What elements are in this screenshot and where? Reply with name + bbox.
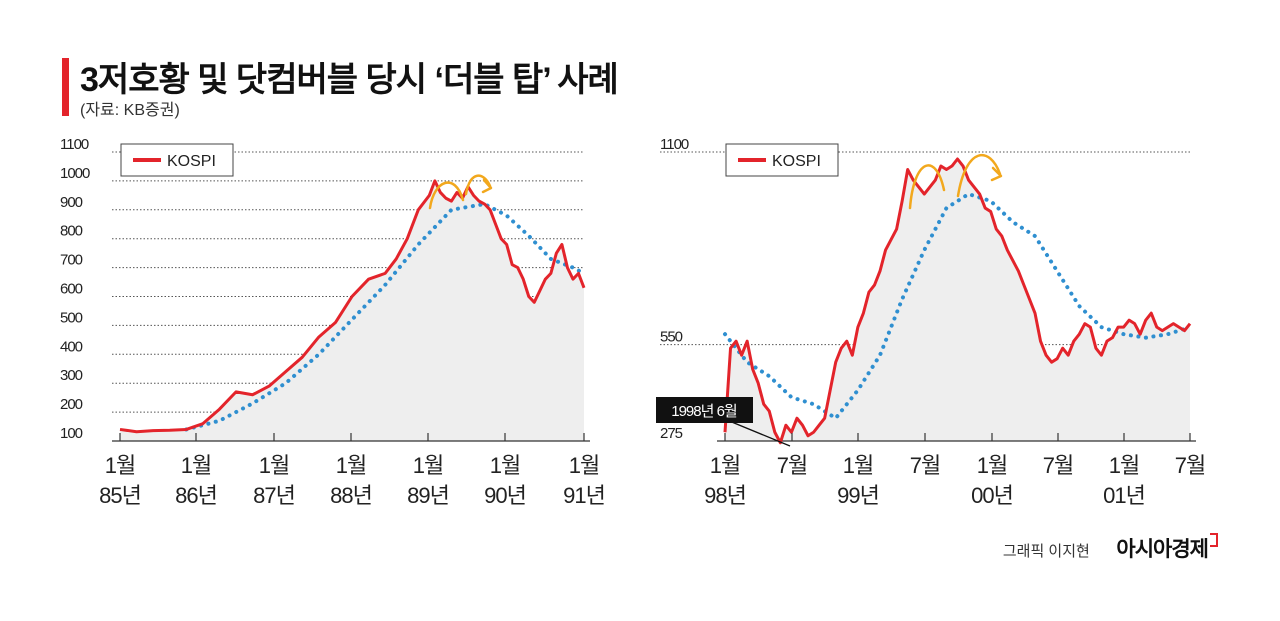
x-tick-year: 01년 [1103,483,1145,508]
x-tick-month: 1월 [977,453,1007,478]
y-tick-label: 900 [60,194,83,211]
x-tick-month: 1월 [1109,453,1139,478]
x-tick-month: 1월 [105,453,135,478]
series-area [120,180,584,441]
x-tick-month: 1월 [843,453,873,478]
chart-kospi-1985-1991: 100 200 300 400 500 600 700 800 900 1000 1100 1월 85년… [60,136,606,508]
source-note: (자료: KB증권) [80,102,180,119]
x-tick-month: 1월 [336,453,366,478]
y-tick-label: 550 [660,329,683,346]
chart-kospi-1998-2001: 275 550 1100 1월 98년 7월 1월 99년 7월 1월 00년 7월 1월 01년 7월 KO… [656,136,1206,508]
y-tick-label: 600 [60,281,83,298]
x-tick-month: 1월 [413,453,443,478]
credit-text: 그래픽 이지현 [1002,543,1090,560]
graphic-credit: 그래픽 이지현 [1003,540,1212,561]
x-tick-year: 89년 [407,483,449,508]
x-tick-month: 7월 [910,453,940,478]
x-tick-month: 1월 [181,453,211,478]
y-tick-label: 500 [60,309,83,326]
brand-mark-icon [1210,533,1218,547]
x-tick-year: 85년 [99,483,141,508]
y-tick-label: 275 [660,425,683,442]
double-top-arrow-icon [428,181,465,210]
x-tick-year: 90년 [484,483,526,508]
y-tick-label: 1000 [60,165,90,182]
arrow-head-icon [990,166,1003,182]
legend-label: KOSPI [167,153,216,170]
series-area [725,159,1190,443]
trend-line [723,191,1192,421]
x-tick-month: 1월 [490,453,520,478]
y-tick-label: 800 [60,223,83,240]
kospi-line [119,179,586,434]
x-tick-year: 00년 [971,483,1013,508]
brand-logo: 아시아경제 [1116,533,1218,563]
callout-label: 1998년 6월 [671,403,737,420]
x-tick-year: 86년 [175,483,217,508]
arrow-head-icon [481,178,493,194]
callout-box [656,397,753,423]
double-top-arrow-icon [908,164,946,210]
double-top-arrow-icon [956,153,1002,198]
y-tick-label: 200 [60,396,83,413]
legend-label: KOSPI [772,153,821,170]
page-title: 3저호황 및 닷컴버블 당시 ‘더블 탑’ 사례 [80,61,619,99]
trend-line [184,201,586,432]
y-tick-label: 1100 [660,136,689,153]
x-tick-month: 7월 [1043,453,1073,478]
x-tick-month: 7월 [777,453,807,478]
x-tick-month: 1월 [259,453,289,478]
y-tick-label: 700 [60,252,83,269]
y-tick-label: 1100 [60,136,89,153]
x-tick-year: 98년 [704,483,746,508]
title-accent-bar [62,58,69,116]
x-tick-year: 91년 [563,483,605,508]
y-tick-label: 300 [60,367,83,384]
kospi-line [723,157,1192,445]
x-tick-month: 7월 [1175,453,1205,478]
x-tick-year: 87년 [253,483,295,508]
x-tick-month: 1월 [569,453,599,478]
y-tick-label: 100 [60,425,83,442]
y-tick-label: 400 [60,338,83,355]
x-tick-month: 1월 [710,453,740,478]
x-tick-year: 88년 [330,483,372,508]
double-top-arrow-icon [464,174,492,196]
x-tick-year: 99년 [837,483,879,508]
brand-text: 아시아경제 [1116,538,1209,561]
